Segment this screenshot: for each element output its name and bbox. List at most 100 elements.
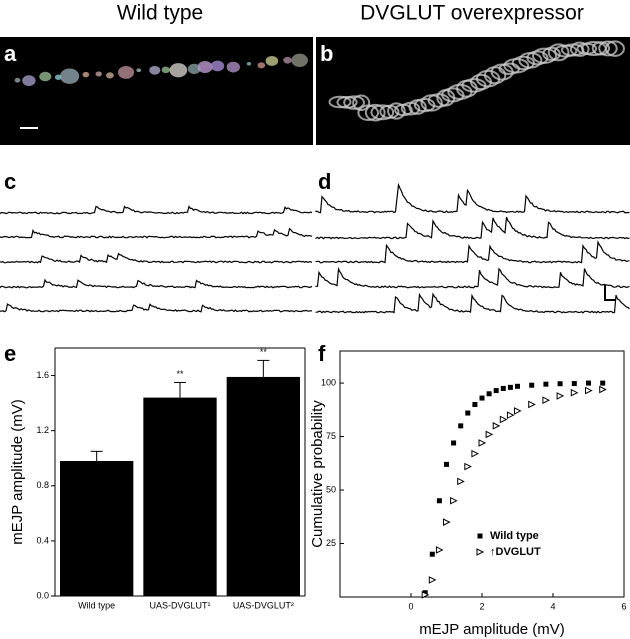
legend-label: Wild type <box>490 530 539 542</box>
point <box>492 422 501 430</box>
bar <box>143 397 217 596</box>
trace <box>0 278 313 289</box>
legend-marker <box>476 548 485 556</box>
point <box>556 392 565 400</box>
point <box>435 546 444 554</box>
trace <box>315 266 630 289</box>
point <box>429 551 435 557</box>
point <box>436 498 442 504</box>
legend-marker <box>477 533 483 539</box>
bouton <box>598 40 618 57</box>
header-right: DVGLUT overexpressor <box>360 2 584 25</box>
bouton <box>441 87 465 103</box>
bouton <box>526 50 549 66</box>
bouton <box>187 63 201 75</box>
bouton <box>39 71 52 82</box>
bouton <box>591 41 611 56</box>
point <box>450 496 458 505</box>
trace <box>315 240 630 264</box>
panel-label: b <box>320 41 333 66</box>
point <box>464 462 472 471</box>
bouton <box>105 72 114 79</box>
y-tick-label: 25 <box>326 538 336 548</box>
y-axis-label: Cumulative probability <box>309 400 326 548</box>
bouton <box>387 102 406 120</box>
bouton <box>257 62 266 69</box>
point <box>506 411 515 419</box>
bouton <box>117 65 135 79</box>
trace-scale-bar <box>604 285 616 301</box>
scale-bar <box>20 127 38 129</box>
bouton <box>226 61 240 73</box>
point <box>557 381 563 387</box>
point <box>529 382 535 388</box>
bouton <box>605 40 625 57</box>
point <box>478 439 487 447</box>
header-left: Wild type <box>117 2 203 25</box>
bouton <box>370 104 395 121</box>
bouton <box>14 77 21 83</box>
x-tick-label: UAS-DVGLUT¹ <box>149 600 210 610</box>
y-tick-label: 0.0 <box>36 590 49 600</box>
bouton <box>95 71 102 77</box>
panel-label: c <box>4 169 16 194</box>
bouton <box>569 41 590 57</box>
point <box>599 385 607 394</box>
point <box>444 461 449 467</box>
point <box>465 410 471 416</box>
bouton <box>364 103 386 122</box>
point <box>571 381 577 387</box>
point <box>542 396 551 405</box>
micrograph-a <box>0 37 313 145</box>
x-axis-label: mEJP amplitude (mV) <box>419 621 565 638</box>
annotation: ** <box>260 347 268 357</box>
panel-label: f <box>318 341 326 366</box>
bouton <box>343 95 366 110</box>
point <box>457 477 465 486</box>
point <box>458 423 464 429</box>
plot-frame <box>339 350 625 598</box>
y-tick-label: 1.2 <box>36 425 49 435</box>
point <box>479 395 485 401</box>
y-tick-label: 1.6 <box>36 370 49 380</box>
bouton <box>149 65 161 75</box>
bouton <box>161 66 170 74</box>
bouton <box>265 55 279 67</box>
point <box>422 590 428 596</box>
point <box>586 380 591 386</box>
bouton <box>531 47 558 64</box>
point <box>428 576 437 584</box>
y-tick-label: 75 <box>326 431 336 441</box>
bouton <box>169 63 188 78</box>
bouton <box>246 62 252 66</box>
annotation: ** <box>176 369 184 379</box>
trace <box>315 216 630 240</box>
bouton <box>59 68 80 84</box>
bouton <box>197 60 213 73</box>
panel-label: e <box>4 341 16 366</box>
point <box>600 380 606 386</box>
trace <box>315 292 630 314</box>
y-tick-label: 50 <box>326 484 336 494</box>
point <box>485 430 494 439</box>
x-tick-label: UAS-DVGLUT² <box>233 600 294 610</box>
legend-label: ↑DVGLUT <box>490 546 541 558</box>
x-tick-label: 2 <box>479 601 484 611</box>
point <box>471 449 480 458</box>
trace <box>0 252 313 264</box>
decoration <box>0 40 630 314</box>
bouton <box>357 104 380 121</box>
point <box>500 385 506 391</box>
x-tick-label: 4 <box>550 601 555 611</box>
trace <box>0 303 313 313</box>
bouton <box>22 75 36 86</box>
bouton <box>352 94 371 111</box>
bar <box>226 376 300 596</box>
x-tick-label: Wild type <box>78 600 115 610</box>
panel-label: a <box>4 41 17 66</box>
point <box>486 391 492 397</box>
y-tick-label: 0.8 <box>36 480 49 490</box>
point <box>528 400 536 409</box>
bouton <box>328 95 352 109</box>
